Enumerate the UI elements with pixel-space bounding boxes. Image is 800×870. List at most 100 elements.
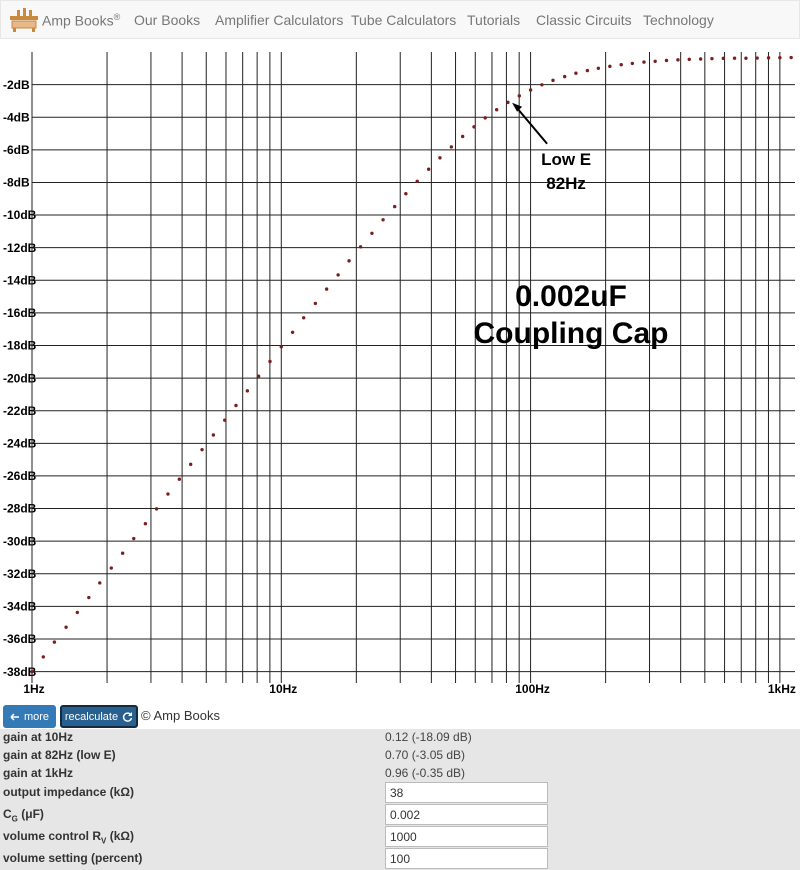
input-field[interactable]: 1000 xyxy=(385,826,548,847)
y-tick-label: -24dB xyxy=(3,436,37,450)
annotation-text: Low E xyxy=(541,150,591,169)
data-point xyxy=(676,58,680,62)
chart-caption: 0.002uF xyxy=(515,280,627,313)
x-tick-label: 1Hz xyxy=(23,682,44,696)
nav-link[interactable]: Our Books xyxy=(134,12,201,28)
data-point xyxy=(596,66,601,71)
data-point xyxy=(358,245,363,249)
data-point xyxy=(721,56,725,61)
nav-link[interactable]: Tube Calculators xyxy=(351,12,457,28)
data-point xyxy=(517,94,521,98)
annotation-arrow xyxy=(514,105,548,145)
brand[interactable]: Amp Books® xyxy=(42,12,120,29)
data-point xyxy=(574,71,578,75)
brand-text: Amp Books xyxy=(42,12,114,29)
data-point xyxy=(528,88,533,92)
data-point xyxy=(642,60,646,64)
chart-caption: Coupling Cap xyxy=(474,317,669,350)
button-label: more xyxy=(23,710,50,723)
data-point xyxy=(347,259,351,263)
y-tick-label: -16dB xyxy=(3,306,37,320)
data-point xyxy=(324,287,329,291)
data-point xyxy=(98,581,102,585)
row-label: gain at 10Hz xyxy=(3,730,74,744)
recalculate-button[interactable]: recalculate xyxy=(60,705,138,728)
row-label: gain at 1kHz xyxy=(3,766,74,780)
x-tick-label: 1kHz xyxy=(768,682,796,696)
data-point xyxy=(438,156,442,160)
data-point xyxy=(766,56,771,60)
data-point xyxy=(789,55,793,60)
data-point xyxy=(460,134,465,139)
y-tick-label: -10dB xyxy=(3,208,37,222)
data-point xyxy=(223,418,227,422)
data-point xyxy=(370,231,374,236)
y-tick-label: -34dB xyxy=(3,600,37,614)
data-point xyxy=(290,330,295,334)
data-point xyxy=(415,179,419,183)
data-point xyxy=(483,116,487,120)
annotation-arrowhead xyxy=(512,102,523,112)
button-label: recalculate xyxy=(64,710,119,723)
data-point xyxy=(540,83,544,87)
nav-link[interactable]: Amplifier Calculators xyxy=(215,12,344,28)
data-point xyxy=(472,125,476,129)
data-point xyxy=(166,492,170,496)
data-point xyxy=(234,403,238,408)
label-subscript: G xyxy=(11,814,18,824)
input-label: output impedance (kΩ) xyxy=(3,785,134,799)
data-point xyxy=(177,477,182,481)
input-label: CG (μF) xyxy=(3,807,44,823)
y-tick-label: -20dB xyxy=(3,371,37,385)
data-point xyxy=(30,670,34,674)
data-point xyxy=(313,301,318,306)
data-point xyxy=(755,56,759,60)
data-point xyxy=(506,100,510,105)
y-tick-label: -28dB xyxy=(3,502,37,516)
input-field[interactable]: 0.002 xyxy=(385,804,548,825)
data-point xyxy=(302,316,306,320)
label-text: C xyxy=(3,807,12,821)
x-tick-label: 100Hz xyxy=(515,682,550,696)
more-button[interactable]: more xyxy=(3,705,56,728)
input-field[interactable]: 38 xyxy=(385,782,548,803)
data-point xyxy=(608,64,612,69)
navbar: Amp Books® Our Books Amplifier Calculator… xyxy=(0,0,800,39)
data-point xyxy=(494,108,499,112)
label-subscript: V xyxy=(101,836,107,846)
data-point xyxy=(279,345,283,349)
label-text: volume control R xyxy=(3,829,102,843)
input-field[interactable]: 100 xyxy=(385,848,548,869)
nav-link[interactable]: Technology xyxy=(643,12,714,28)
y-tick-label: -32dB xyxy=(3,567,37,581)
y-tick-label: -38dB xyxy=(3,665,37,679)
data-point xyxy=(732,56,737,60)
y-tick-label: -22dB xyxy=(3,404,37,418)
data-point xyxy=(585,68,590,73)
data-point xyxy=(87,595,91,600)
data-point xyxy=(698,57,703,61)
refresh-icon xyxy=(122,712,133,722)
data-point xyxy=(562,74,567,79)
data-point xyxy=(551,78,555,83)
nav-link[interactable]: Tutorials xyxy=(467,12,521,28)
data-point xyxy=(653,59,657,63)
y-tick-label: -26dB xyxy=(3,469,37,483)
nav-link[interactable]: Classic Circuits xyxy=(536,12,632,28)
data-point xyxy=(256,374,261,378)
y-tick-label: -12dB xyxy=(3,241,37,255)
x-tick-label: 10Hz xyxy=(269,682,297,696)
row-value: 0.96 (-0.35 dB) xyxy=(385,766,466,780)
y-tick-label: -14dB xyxy=(3,273,37,287)
data-point xyxy=(41,655,45,659)
data-point xyxy=(154,507,159,511)
data-point xyxy=(109,566,113,570)
label-text: output impedance (kΩ) xyxy=(3,785,134,799)
y-tick-label: -4dB xyxy=(3,110,30,124)
data-point xyxy=(778,56,782,60)
y-tick-label: -2dB xyxy=(3,78,30,92)
logo-icon[interactable] xyxy=(9,7,39,33)
copyright: © Amp Books xyxy=(141,708,220,723)
label-text: volume setting (percent) xyxy=(3,851,143,865)
